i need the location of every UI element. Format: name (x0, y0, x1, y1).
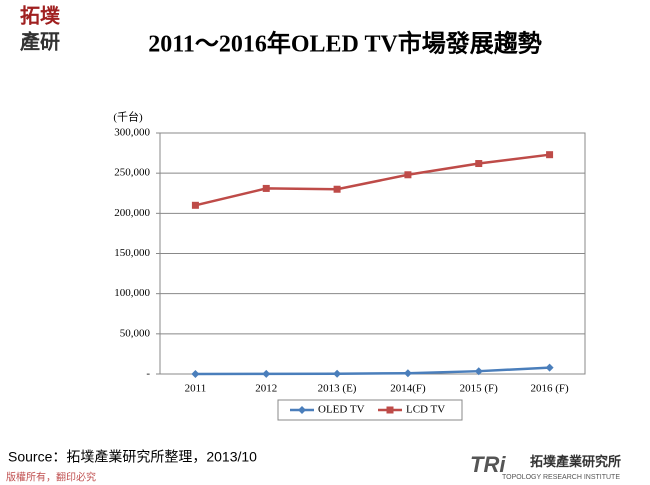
y-unit: (千台) (113, 110, 143, 124)
source: Source：拓墣產業研究所整理，2013/10 (8, 449, 257, 465)
marker (474, 367, 483, 376)
legend-label: LCD TV (406, 404, 445, 416)
legend-marker (386, 406, 394, 414)
y-tick-label: 250,000 (114, 167, 150, 179)
y-tick-label: 200,000 (114, 207, 150, 219)
legend-label: OLED TV (318, 404, 365, 416)
line (195, 153, 550, 207)
logo-text: 拓墣 (20, 5, 61, 28)
footer: 版權所有，翻印必究 (6, 471, 96, 484)
footer-bar (0, 470, 650, 485)
legend-marker (298, 406, 306, 414)
brand-mark: TRi (470, 452, 506, 477)
marker (475, 160, 483, 168)
marker (545, 363, 554, 372)
marker (403, 369, 412, 378)
brand-name: 拓墣產業研究所 (530, 454, 621, 469)
y-tick-label: - (146, 368, 150, 380)
x-tick-label: 2015 (F) (460, 383, 499, 395)
x-tick-label: 2011 (185, 383, 207, 395)
x-tick-label: 2012 (255, 383, 277, 395)
chart-title: 2011～2016年OLED TV市場發展趨勢 (148, 30, 542, 58)
y-tick-label: 100,000 (114, 287, 150, 299)
y-tick-label: 300,000 (114, 127, 150, 139)
logo-text: 產研 (20, 30, 60, 54)
x-tick-label: 2016 (F) (530, 383, 569, 395)
marker (262, 184, 270, 192)
x-tick-label: 2014(F) (390, 383, 426, 395)
marker (333, 369, 342, 378)
logo-bg (0, 0, 78, 62)
marker (404, 171, 412, 179)
y-tick-label: 50,000 (120, 327, 151, 339)
line (195, 366, 550, 376)
legend (277, 399, 463, 421)
marker (546, 151, 554, 159)
brand-english: TOPOLOGY RESEARCH INSTITUTE (502, 474, 620, 481)
y-tick-label: 150,000 (114, 247, 150, 259)
marker (333, 185, 341, 193)
marker (191, 201, 199, 209)
x-tick-label: 2013 (E) (318, 383, 357, 395)
marker (191, 370, 200, 378)
marker (262, 369, 271, 378)
